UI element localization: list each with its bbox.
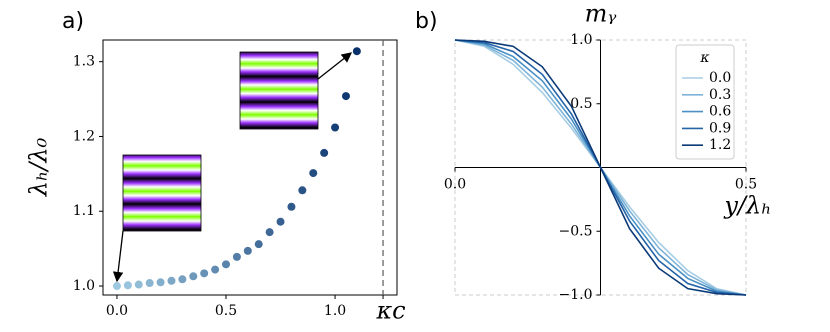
point	[178, 275, 187, 284]
panel-label: a)	[62, 9, 84, 34]
point	[287, 202, 296, 211]
point	[265, 228, 274, 237]
point	[320, 148, 329, 157]
legend-label: 0.6	[709, 104, 731, 120]
point	[156, 278, 165, 287]
x-tick-label: 0.5	[735, 177, 757, 193]
y-tick-label: 1.1	[73, 203, 95, 219]
legend-label: 0.0	[709, 70, 731, 86]
point	[112, 282, 121, 291]
x-axis-label: y/λₕ	[723, 192, 771, 220]
legend-label: 0.9	[709, 120, 731, 136]
point	[254, 240, 263, 249]
legend-title: κ	[699, 50, 709, 66]
inset-pattern	[122, 154, 202, 232]
series-line	[454, 39, 747, 296]
y-tick-label: 1.0	[73, 278, 95, 294]
point	[134, 280, 143, 289]
panel-a: a) λₕ/λ₀ 0.0 0.5 1.0 1.0 1.1 1.2 1.3 κc	[25, 9, 406, 325]
legend-box	[675, 44, 735, 160]
legend-label: 1.2	[709, 137, 731, 153]
y-tick-label: −0.5	[559, 223, 593, 239]
plot-frame	[102, 39, 398, 296]
y-tick-label: −1.0	[559, 287, 593, 303]
y-tick-label: 1.3	[73, 54, 95, 70]
arrow	[112, 230, 124, 283]
point	[145, 279, 154, 288]
y-tick-label: 0.5	[570, 96, 592, 112]
point	[123, 281, 132, 290]
point	[167, 276, 176, 285]
panel-b: b) mᵧy/λₕ0.0 0.5−1.0−0.50.51.0κ0.00.30.60.…	[415, 0, 772, 303]
legend-label: 0.3	[709, 87, 731, 103]
point	[211, 265, 220, 274]
x-tick-label: 1.0	[324, 303, 346, 319]
critical-label: κc	[375, 297, 405, 325]
arrow	[317, 52, 353, 80]
title: mᵧ	[585, 0, 617, 28]
panel-label: b)	[415, 9, 438, 34]
point	[243, 246, 252, 255]
point	[189, 272, 198, 281]
point	[298, 186, 307, 195]
point	[341, 92, 350, 101]
x-tick-label: 0.5	[215, 303, 237, 319]
point	[352, 47, 361, 56]
x-tick-label: 0.0	[444, 177, 466, 193]
insets	[112, 51, 353, 283]
point	[222, 260, 231, 269]
x-tick-label: 0.0	[106, 303, 128, 319]
point	[309, 169, 318, 178]
point	[200, 269, 209, 278]
y-axis-label: λₕ/λ₀	[25, 137, 53, 197]
point	[331, 123, 340, 132]
inset-pattern	[239, 51, 319, 130]
y-tick-label: 1.2	[73, 128, 95, 144]
point	[276, 217, 285, 226]
y-tick-label: 1.0	[570, 32, 592, 48]
point	[232, 252, 241, 261]
